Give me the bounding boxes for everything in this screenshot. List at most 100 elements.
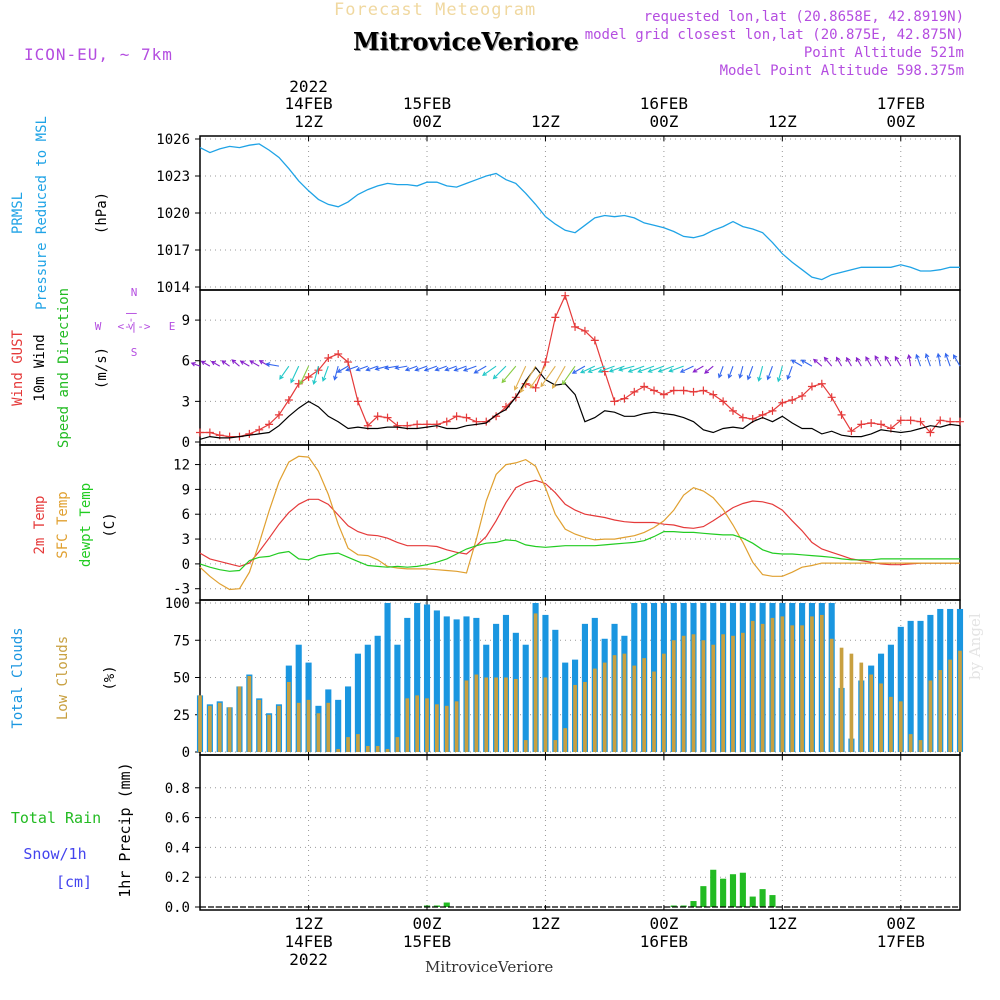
- gust-marker: [205, 428, 214, 437]
- pressure-unit: (hPa): [94, 192, 110, 234]
- wind-arrow: [587, 365, 605, 374]
- gust-marker: [492, 412, 501, 421]
- total-cloud-bar: [433, 610, 440, 752]
- low-cloud-bar: [711, 644, 716, 752]
- gust-marker: [580, 326, 589, 335]
- top-date-label: 16FEB: [640, 94, 688, 113]
- temp-unit: (C): [102, 512, 118, 537]
- low-cloud-bar: [543, 677, 548, 752]
- y-tick-label: 12: [173, 458, 190, 474]
- wind-arrow: [473, 365, 487, 374]
- rain-bar: [670, 905, 677, 907]
- low-cloud-bar: [316, 713, 321, 752]
- y-tick-label: 6: [182, 507, 190, 523]
- gust-marker: [877, 420, 886, 429]
- wind-arrow: [423, 365, 438, 372]
- low-cloud-bar: [632, 665, 637, 752]
- y-tick-label: 1026: [156, 132, 190, 148]
- low-cloud-bar: [958, 650, 962, 752]
- gust-marker: [640, 382, 649, 391]
- low-cloud-bar: [346, 737, 350, 752]
- low-cloud-bar: [681, 635, 686, 752]
- wind-arrow: [355, 365, 368, 372]
- wind-arrow: [501, 365, 517, 384]
- gust-marker: [956, 417, 964, 426]
- total-cloud-bar: [522, 644, 529, 752]
- rain-bar: [700, 886, 707, 907]
- gust-marker: [906, 416, 915, 425]
- panel-3: -3 0 3 6 9 12: [173, 444, 961, 601]
- wind-arrow: [657, 365, 674, 373]
- gust-marker: [373, 412, 382, 421]
- total-cloud-bar: [295, 644, 302, 752]
- gust-marker: [304, 372, 313, 381]
- low-cloud-bar: [286, 681, 291, 752]
- low-cloud-bar: [533, 613, 538, 752]
- wind-speed-line: [199, 366, 961, 440]
- y-tick-label: 0: [182, 745, 190, 761]
- wind-arrow: [936, 352, 942, 367]
- wind-arrow: [924, 353, 931, 367]
- gust-marker: [413, 420, 422, 429]
- total-cloud-bar: [384, 603, 391, 752]
- wind-arrow: [221, 360, 230, 367]
- wind-arrow: [855, 356, 862, 367]
- rain-bar: [749, 896, 756, 907]
- y-tick-label: 1017: [156, 243, 190, 259]
- wind-arrow: [884, 355, 892, 367]
- gust-marker: [719, 397, 728, 406]
- gust-marker: [768, 406, 777, 415]
- wind-arrow: [953, 354, 961, 367]
- compass-w: W: [95, 320, 102, 333]
- low-cloud-bar: [553, 740, 558, 752]
- y-tick-label: 3: [182, 532, 190, 548]
- total-cloud-bar: [443, 616, 450, 752]
- wind-arrow: [627, 365, 645, 373]
- gust-marker: [442, 417, 451, 426]
- model-name: ICON-EU, ~ 7km: [24, 45, 173, 64]
- wind-arrow: [727, 365, 734, 379]
- watermark: by Angel: [966, 613, 984, 680]
- low-cloud-bar: [583, 681, 587, 752]
- top-hour-label: 12Z: [531, 112, 560, 131]
- gust-marker: [936, 416, 945, 425]
- panel-frame: [199, 754, 961, 911]
- bottom-date-label: 17FEB: [877, 932, 925, 951]
- wind-arrow: [790, 359, 803, 367]
- rain-bar: [690, 901, 697, 907]
- wind-arrow: [513, 365, 527, 391]
- low-cloud-bar: [889, 696, 893, 752]
- total-cloud-bar: [552, 629, 559, 752]
- y-tick-label: 9: [182, 313, 190, 329]
- gust-marker: [778, 398, 787, 407]
- rain-bar: [739, 872, 746, 907]
- low-clouds-label: Low Clouds: [55, 636, 71, 720]
- low-cloud-bar: [573, 684, 577, 752]
- low-cloud-bar: [869, 674, 874, 752]
- wind-arrow: [579, 365, 596, 374]
- wind-arrow: [200, 360, 211, 367]
- wind-label: 10m Wind: [32, 334, 48, 401]
- footer-station: MitroviceVeriore: [425, 958, 554, 976]
- low-cloud-bar: [415, 695, 419, 752]
- gust-marker: [265, 420, 274, 429]
- gust-marker: [867, 419, 876, 428]
- wind-arrow: [823, 356, 833, 367]
- wind-gust-line: [200, 294, 960, 438]
- wind-arrow: [738, 366, 744, 379]
- y-tick-label: 0: [182, 557, 190, 573]
- wind-arrow: [647, 365, 665, 373]
- gust-marker: [571, 322, 580, 331]
- low-cloud-bar: [602, 662, 607, 752]
- rain-bar: [729, 874, 737, 907]
- gust-marker: [284, 396, 293, 405]
- rain-bar: [710, 869, 717, 907]
- total-cloud-bar: [344, 686, 352, 752]
- low-cloud-bar: [514, 678, 518, 752]
- low-cloud-bar: [375, 746, 380, 752]
- total-cloud-bar: [907, 620, 914, 752]
- gust-marker: [531, 383, 540, 392]
- pressure-label-1: PRMSL: [10, 192, 26, 234]
- gust-marker: [669, 386, 678, 395]
- y-tick-label: 0.6: [165, 811, 190, 827]
